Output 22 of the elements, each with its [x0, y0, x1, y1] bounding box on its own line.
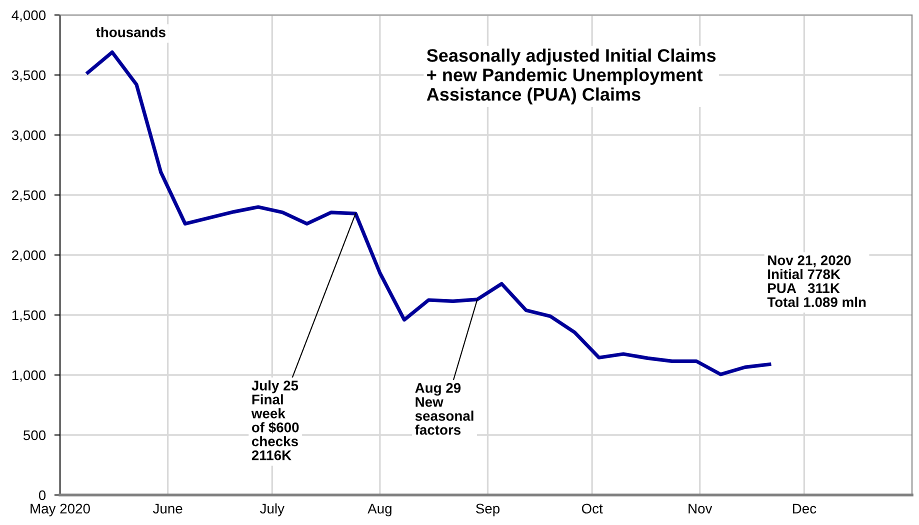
y-tick-label: 4,000 — [12, 10, 46, 22]
y-tick-label: 1,000 — [12, 370, 46, 382]
text: Seasonally adjusted Initial Claims + new Pandemic Unemployment Assistance (PUA) Claims — [426, 48, 716, 104]
annotation: July 25 Final week of $600 checks 2116K — [251, 380, 299, 460]
annotation: thousands — [96, 27, 166, 38]
x-tick-label: June — [152, 504, 182, 514]
y-tick-label: 1,500 — [12, 310, 46, 322]
y-tick-label: 3,500 — [12, 70, 46, 82]
y-tick-label: 0 — [38, 490, 46, 500]
y-tick-label: 2,500 — [12, 190, 46, 202]
x-tick-label: Dec — [792, 504, 816, 514]
x-tick-label: Aug — [368, 504, 392, 516]
annotation: Aug 29 New seasonal factors — [415, 383, 474, 435]
y-tick-label: 2,000 — [12, 250, 46, 262]
x-tick-label: May 2020 — [30, 504, 90, 516]
annotation: Nov 21, 2020 Initial 778K PUA 311K Total 1.089 mln — [767, 255, 866, 308]
x-tick-label: Sep — [476, 504, 500, 516]
y-tick-label: 3,000 — [12, 130, 46, 142]
x-tick-label: Nov — [688, 504, 712, 514]
y-tick-label: 500 — [23, 430, 46, 440]
x-tick-label: July — [260, 503, 284, 516]
x-tick-label: Oct — [582, 504, 603, 514]
